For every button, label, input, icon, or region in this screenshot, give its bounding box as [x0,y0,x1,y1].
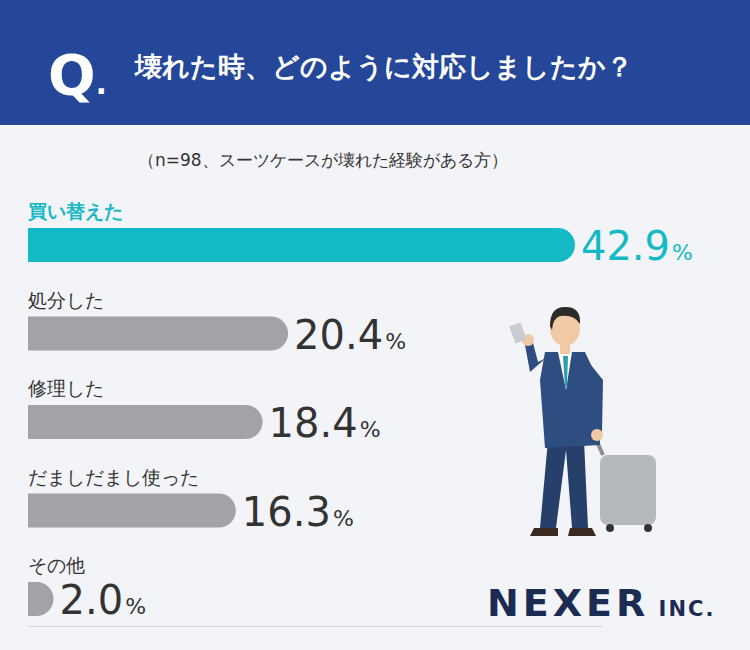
category-label: その他 [28,554,85,576]
suitcase [600,455,656,525]
bar [28,405,263,439]
legs [540,440,588,528]
arm [525,343,546,372]
bar [28,317,288,351]
data-label: 20.4% [294,312,406,358]
category-label: だましだまし使った [28,466,199,488]
chart: Q. 壊れた時、どのように対応しましたか？ （n=98、スーツケースが壊れた経験があ… [0,0,750,650]
bar [28,582,54,616]
ticket [509,322,526,343]
header [0,0,750,125]
axis-line [29,626,603,627]
shoe [530,528,558,536]
data-label: 16.3% [242,489,354,535]
subtitle: （n=98、スーツケースが壊れた経験がある方） [138,150,508,170]
category-label: 修理した [28,377,104,399]
category-label: 買い替えた [27,200,123,222]
hair [550,307,580,330]
bars [28,228,575,616]
wheel [606,524,614,532]
shoe [568,528,596,536]
tie [563,356,568,388]
bar [28,494,236,528]
background [0,0,750,650]
arm [587,360,603,432]
data-label: 42.9% [581,223,693,269]
category-label: 処分した [28,289,104,311]
question-label: Q. [48,42,107,107]
illustration [509,307,656,536]
x-axis [29,626,603,627]
source-logo: NEXER INC. [487,581,715,625]
shirt [558,352,572,390]
title: 壊れた時、どのように対応しましたか？ [134,51,633,82]
hand [591,429,603,441]
data-label: 2.0% [60,577,147,623]
bar [28,228,575,262]
wheel [644,524,652,532]
data-label: 18.4% [269,400,381,446]
